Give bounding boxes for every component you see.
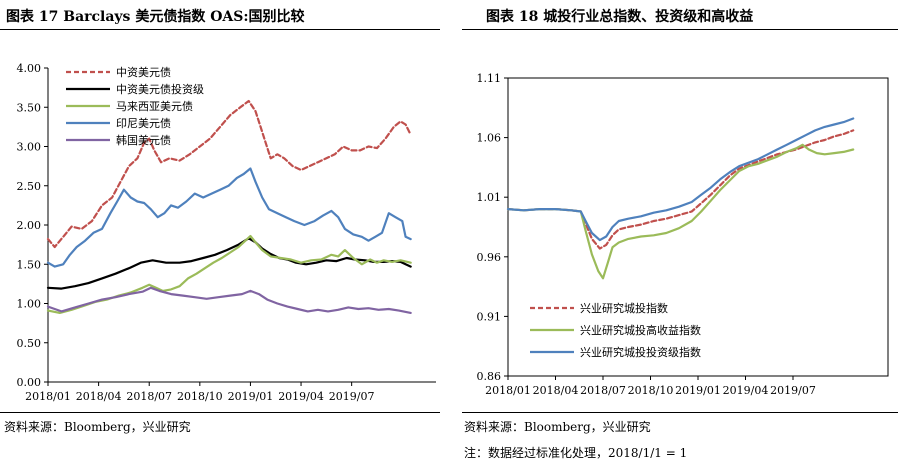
- x-tick-label: 2018/07: [126, 390, 172, 403]
- y-tick-label: 3.00: [17, 141, 42, 154]
- y-tick-label: 4.00: [17, 62, 42, 75]
- y-tick-label: 0.50: [17, 337, 42, 350]
- legend-label-2: 中资美元债投资级: [116, 82, 204, 96]
- y-tick-label: 0.00: [17, 376, 42, 389]
- legend-label-3: 马来西亚美元债: [116, 99, 193, 113]
- x-tick-label: 2019/01: [675, 384, 721, 397]
- x-tick-label: 2018/04: [76, 390, 122, 403]
- series-line-3: [46, 234, 412, 314]
- y-tick-label: 0.91: [477, 310, 502, 323]
- series-line-1: [506, 129, 855, 250]
- y-tick-label: 2.00: [17, 219, 42, 232]
- legend-label-1: 中资美元债: [116, 65, 171, 79]
- y-tick-label: 0.86: [477, 370, 502, 383]
- x-tick-label: 2019/04: [278, 390, 324, 403]
- y-tick-label: 3.50: [17, 101, 42, 114]
- series-line-2: [506, 143, 855, 280]
- right-chart-title: 图表 18 城投行业总指数、投资级和高收益: [486, 9, 754, 25]
- series-line-4: [46, 167, 412, 268]
- series-line-1: [46, 99, 412, 249]
- right-source-note: 资料来源：Bloomberg，兴业研究: [464, 420, 651, 434]
- x-tick-label: 2018/10: [628, 384, 674, 397]
- x-tick-label: 2019/01: [228, 390, 274, 403]
- series-line-2: [46, 237, 412, 290]
- x-tick-label: 2019/04: [723, 384, 769, 397]
- y-tick-label: 1.11: [477, 72, 502, 85]
- x-tick-label: 2018/10: [177, 390, 223, 403]
- series-line-3: [506, 117, 855, 242]
- y-tick-label: 1.00: [17, 298, 42, 311]
- left-source-rule: [0, 412, 440, 413]
- right-title-rule: [462, 29, 898, 30]
- left-source-note: 资料来源：Bloomberg，兴业研究: [4, 420, 191, 434]
- y-tick-label: 2.50: [17, 180, 42, 193]
- x-tick-label: 2019/07: [770, 384, 816, 397]
- right-source-rule: [462, 412, 898, 413]
- y-tick-label: 1.01: [477, 191, 502, 204]
- legend-label-4: 印尼美元债: [116, 116, 171, 130]
- left-title-rule: [0, 29, 440, 30]
- y-tick-label: 0.96: [477, 251, 502, 264]
- oas-country-chart: 0.00 0.50 1.00 1.50 2.00 2.50 3.00 3.50 4.00 2018…: [17, 62, 436, 403]
- x-tick-label: 2018/01: [485, 384, 531, 397]
- series-line-5: [46, 286, 412, 314]
- right-footnote: 注：数据经过标准化处理，2018/1/1 = 1: [464, 446, 688, 460]
- legend-label-2: 兴业研究城投高收益指数: [580, 323, 701, 337]
- y-tick-label: 1.50: [17, 258, 42, 271]
- x-tick-label: 2018/04: [533, 384, 579, 397]
- legend-label-5: 韩国美元债: [116, 133, 171, 147]
- x-tick-label: 2018/01: [25, 390, 71, 403]
- y-tick-label: 1.06: [477, 132, 502, 145]
- legend-label-1: 兴业研究城投指数: [580, 301, 668, 315]
- x-tick-label: 2019/07: [329, 390, 375, 403]
- x-tick-label: 2018/07: [580, 384, 626, 397]
- legend-label-3: 兴业研究城投投资级指数: [580, 345, 701, 359]
- left-chart-title: 图表 17 Barclays 美元债指数 OAS:国别比较: [6, 9, 305, 25]
